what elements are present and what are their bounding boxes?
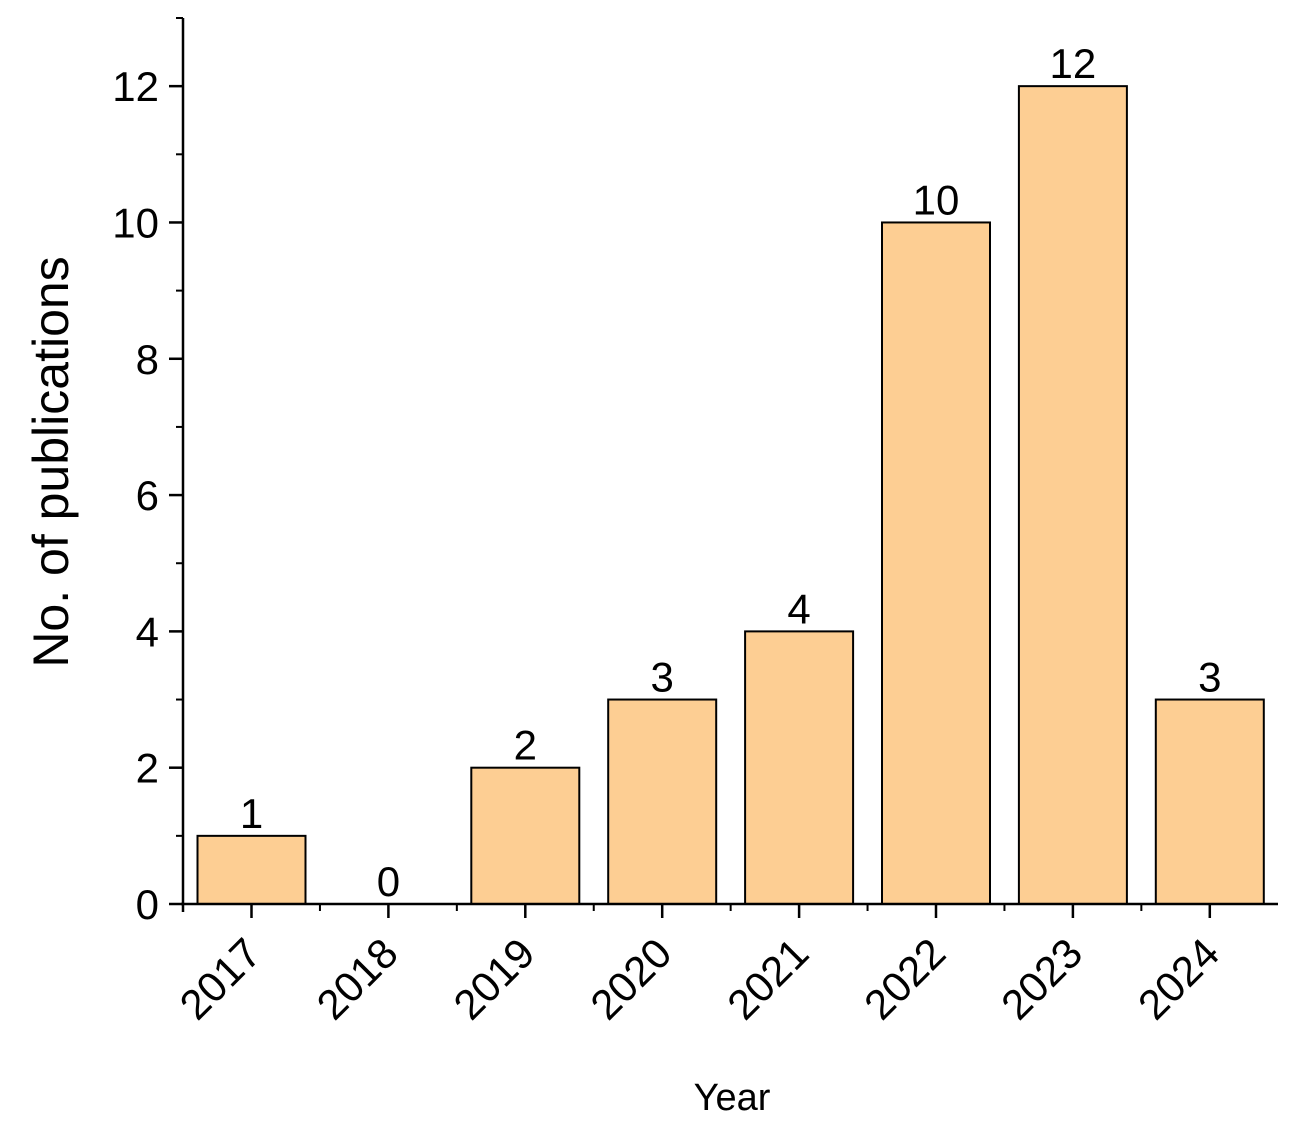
data-label-2021: 4 — [787, 585, 810, 632]
data-label-2018: 0 — [377, 858, 400, 905]
x-tick-label-2024: 2024 — [1129, 929, 1228, 1028]
bar-2022 — [881, 221, 991, 905]
bar-2017 — [196, 834, 307, 905]
axes-layer — [169, 17, 1278, 918]
x-tick-label-2021: 2021 — [718, 929, 817, 1028]
x-tick-label-2023: 2023 — [992, 929, 1091, 1028]
bar-2023 — [1017, 85, 1128, 905]
x-axis-title: Year — [694, 1077, 771, 1119]
data-label-2017: 1 — [240, 790, 263, 837]
bar-2020 — [607, 698, 718, 905]
x-tick-label-2020: 2020 — [581, 929, 680, 1028]
data-label-2020: 3 — [651, 654, 674, 701]
bar-2021 — [744, 630, 855, 906]
y-tick-label-12: 12 — [112, 63, 159, 110]
bar-2024 — [1154, 698, 1265, 905]
x-tick-label-2018: 2018 — [307, 929, 406, 1028]
bars-layer — [196, 85, 1265, 906]
y-tick-label-2: 2 — [136, 745, 159, 792]
y-tick-label-4: 4 — [136, 608, 159, 655]
y-tick-label-0: 0 — [136, 881, 159, 928]
bar-2019 — [470, 766, 581, 906]
data-label-2023: 12 — [1050, 40, 1097, 87]
y-tick-label-6: 6 — [136, 472, 159, 519]
data-label-2019: 2 — [514, 722, 537, 769]
x-tick-label-2017: 2017 — [171, 929, 270, 1028]
x-tick-label-2022: 2022 — [855, 929, 954, 1028]
y-axis-title: No. of publications — [23, 256, 79, 667]
y-tick-label-10: 10 — [112, 199, 159, 246]
data-label-2022: 10 — [913, 176, 960, 223]
y-tick-label-8: 8 — [136, 336, 159, 383]
x-tick-label-2019: 2019 — [444, 929, 543, 1028]
data-label-2024: 3 — [1198, 654, 1221, 701]
